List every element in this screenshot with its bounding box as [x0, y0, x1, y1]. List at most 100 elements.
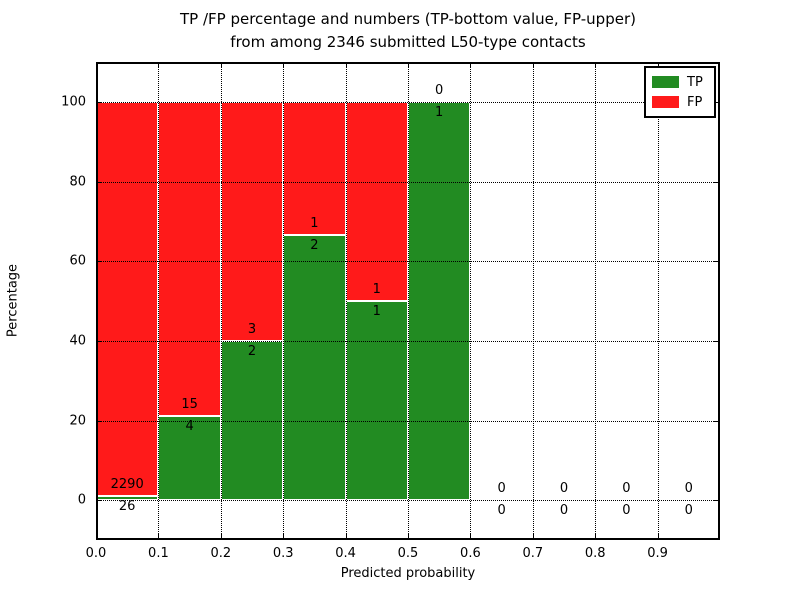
gridline-x [657, 62, 659, 540]
fp-count-label: 0 [622, 481, 631, 497]
x-tick-mark [283, 534, 285, 540]
legend-item-tp: TP [652, 72, 708, 92]
x-tick-mark [158, 534, 160, 540]
y-axis-label: Percentage [5, 263, 21, 338]
y-tick-label: 40 [69, 333, 86, 349]
chart-title-line1: TP /FP percentage and numbers (TP-bottom… [180, 10, 636, 28]
fp-count-label: 0 [497, 481, 506, 497]
bar-fp-segment [158, 101, 221, 417]
x-tick-mark [470, 62, 472, 68]
gridline-x [470, 62, 472, 540]
gridline-x [158, 62, 160, 540]
legend-label-fp: FP [687, 94, 703, 110]
y-tick-mark [714, 420, 720, 422]
x-tick-mark [408, 62, 409, 68]
tp-count-label: 1 [435, 104, 444, 120]
tp-count-label: 0 [684, 503, 693, 519]
y-tick-mark [96, 261, 102, 263]
gridline-x [532, 62, 534, 540]
bar-fp-segment [96, 101, 159, 496]
bar-fp-segment [220, 101, 284, 341]
x-tick-mark [96, 534, 97, 540]
y-tick-mark [96, 181, 102, 183]
y-tick-mark [96, 340, 102, 342]
chart-title: TP /FP percentage and numbers (TP-bottom… [96, 8, 720, 54]
y-tick-mark [96, 420, 102, 422]
x-tick-mark [345, 534, 347, 540]
fp-count-label: 1 [372, 282, 381, 297]
tp-swatch-icon [652, 76, 679, 88]
chart-title-line2: from among 2346 submitted L50-type conta… [230, 33, 586, 51]
gridline-x [345, 62, 347, 540]
y-tick-label: 0 [77, 492, 86, 508]
x-tick-mark [283, 62, 285, 68]
fp-count-label: 0 [684, 481, 693, 497]
legend-item-fp: FP [652, 92, 708, 112]
y-tick-mark [714, 101, 720, 103]
x-tick-mark [595, 62, 597, 68]
fp-count-label: 1 [310, 215, 319, 231]
x-tick-mark [96, 62, 97, 68]
x-tick-mark [657, 534, 659, 540]
y-tick-mark [714, 340, 720, 342]
tp-count-label: 4 [185, 419, 194, 435]
tp-count-label: 1 [372, 304, 381, 319]
x-tick-label: 0.5 [397, 546, 419, 561]
tp-count-label: 2 [247, 343, 257, 359]
x-tick-label: 0.1 [148, 546, 169, 561]
legend: TP FP [644, 66, 716, 118]
tp-count-label: 26 [118, 498, 136, 514]
gridline-x [595, 62, 597, 540]
bar-tp-segment [283, 234, 346, 501]
fp-count-label: 2290 [110, 476, 144, 492]
x-tick-label: 0.7 [522, 546, 544, 561]
fp-count-label: 3 [247, 321, 257, 337]
x-tick-mark [220, 534, 222, 540]
fp-count-label: 0 [559, 481, 569, 497]
fp-count-label: 15 [181, 397, 198, 413]
y-tick-mark [96, 500, 102, 502]
fp-count-label: 0 [435, 82, 444, 98]
legend-label-tp: TP [687, 74, 703, 90]
tp-count-label: 0 [497, 503, 506, 519]
bar-tp-segment [220, 340, 284, 501]
bar-tp-segment [345, 301, 408, 501]
y-tick-mark [714, 181, 720, 183]
gridline-x [408, 62, 409, 540]
x-tick-mark [532, 534, 534, 540]
fp-swatch-icon [652, 96, 679, 108]
y-tick-label: 80 [69, 174, 86, 189]
y-tick-label: 20 [69, 413, 86, 428]
x-tick-mark [408, 534, 409, 540]
y-tick-mark [96, 101, 102, 103]
y-tick-mark [714, 261, 720, 263]
tp-count-label: 0 [559, 503, 569, 519]
bar-tp-segment [408, 101, 471, 501]
x-tick-mark [657, 62, 659, 68]
x-tick-label: 0.3 [272, 546, 294, 561]
gridline-x [283, 62, 285, 540]
x-axis-label: Predicted probability [340, 566, 476, 581]
bar-tp-segment [158, 416, 221, 501]
x-tick-mark [595, 534, 597, 540]
x-tick-label: 0.9 [647, 546, 668, 561]
x-tick-label: 0.2 [210, 546, 232, 561]
bar-fp-segment [345, 101, 408, 301]
x-tick-label: 0.4 [335, 546, 356, 561]
bar-fp-segment [283, 101, 346, 235]
x-tick-label: 0.8 [584, 546, 606, 561]
y-tick-mark [714, 500, 720, 502]
x-tick-mark [220, 62, 222, 68]
x-tick-mark [158, 62, 160, 68]
y-tick-label: 60 [69, 253, 86, 269]
x-tick-mark [470, 534, 472, 540]
x-tick-mark [345, 62, 347, 68]
tp-count-label: 2 [310, 237, 319, 253]
x-tick-mark [532, 62, 534, 68]
gridline-x [220, 62, 222, 540]
x-tick-label: 0.6 [460, 546, 481, 561]
y-tick-label: 100 [61, 94, 86, 110]
x-tick-label: 0.0 [85, 546, 107, 561]
tp-count-label: 0 [622, 503, 631, 519]
